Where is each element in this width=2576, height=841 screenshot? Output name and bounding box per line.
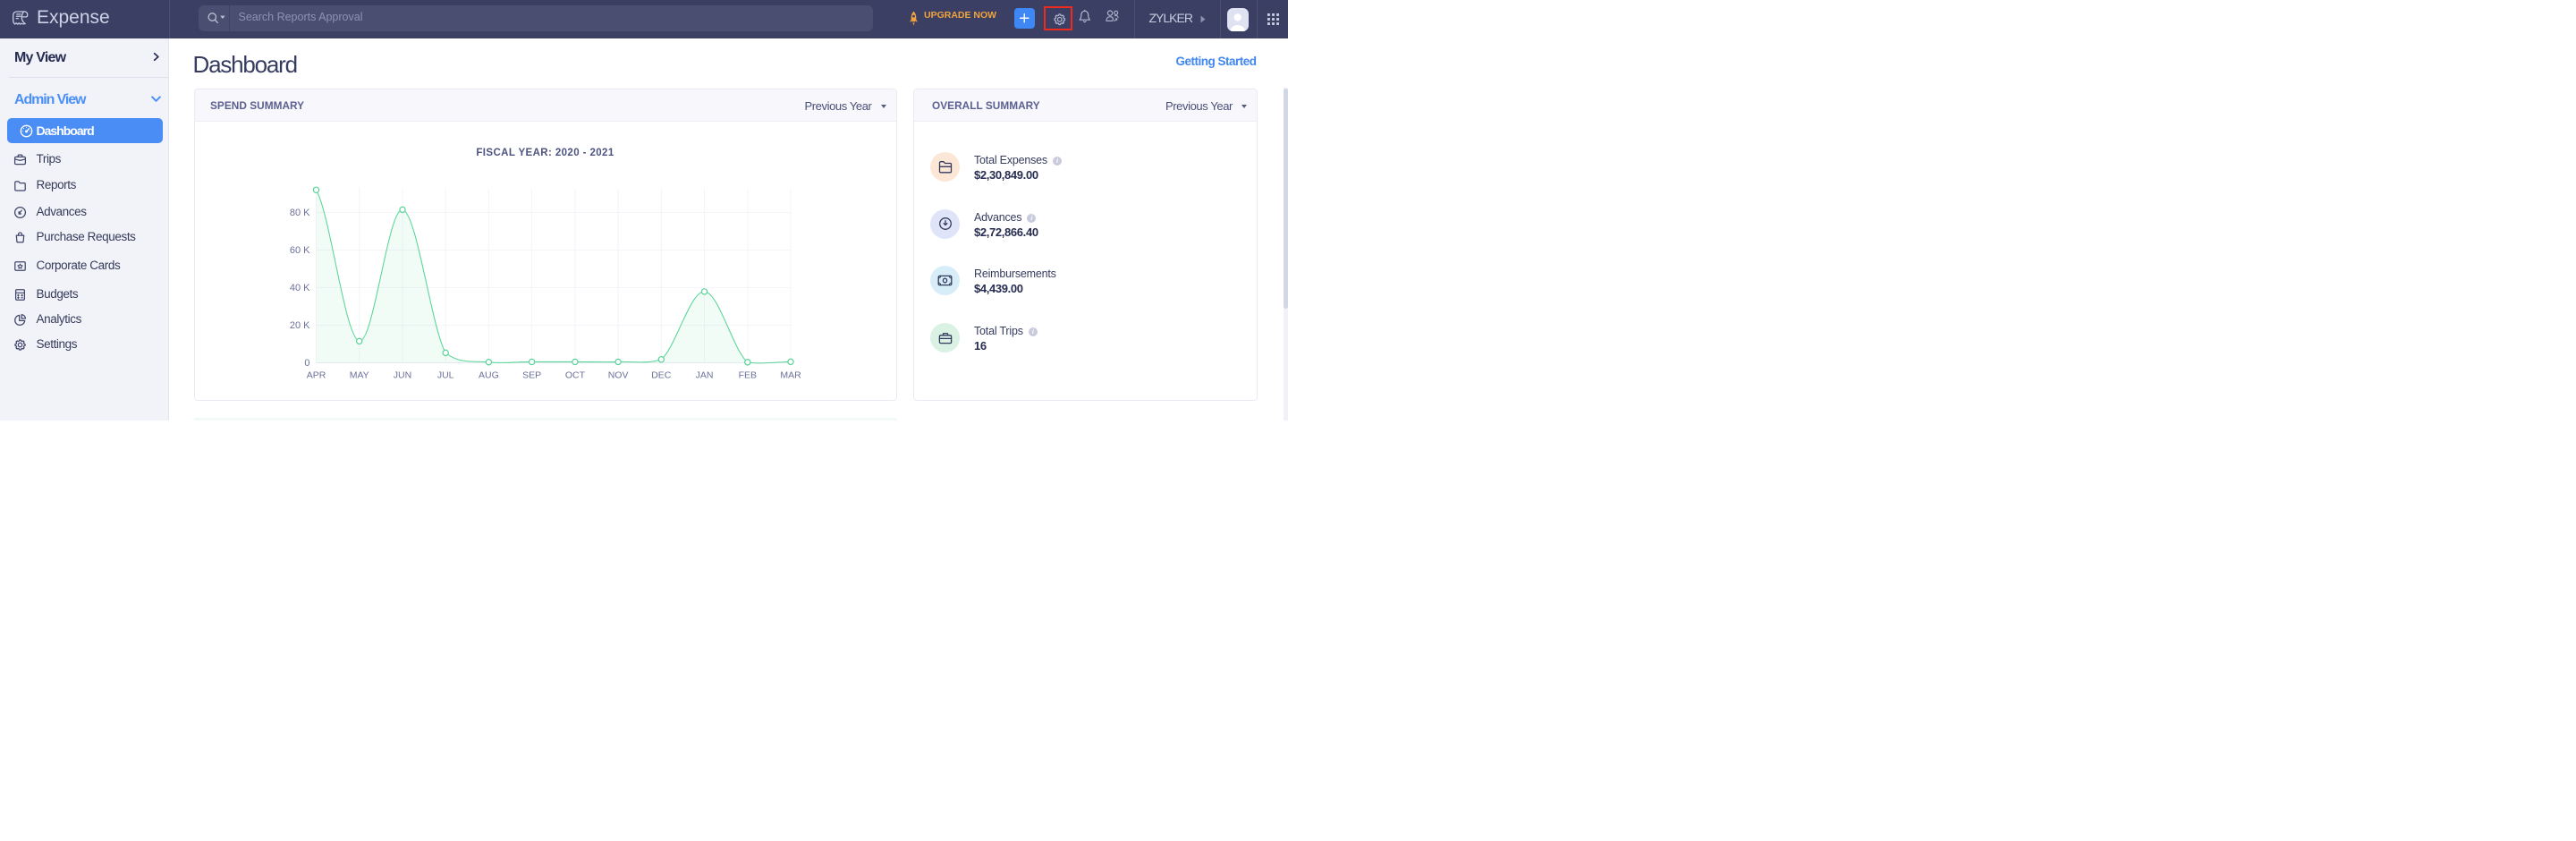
svg-text:JUN: JUN: [393, 370, 411, 381]
svg-text:JUL: JUL: [436, 370, 453, 381]
svg-text:SEP: SEP: [522, 370, 541, 381]
svg-text:40 K: 40 K: [289, 283, 309, 293]
svg-text:FISCAL YEAR: 2020 - 2021: FISCAL YEAR: 2020 - 2021: [476, 148, 614, 158]
svg-text:JAN: JAN: [695, 370, 713, 381]
svg-text:APR: APR: [306, 370, 326, 381]
svg-text:DEC: DEC: [651, 370, 672, 381]
svg-text:OCT: OCT: [564, 370, 585, 381]
svg-text:NOV: NOV: [607, 370, 628, 381]
svg-text:FEB: FEB: [738, 370, 756, 381]
svg-text:MAY: MAY: [349, 370, 369, 381]
svg-text:0: 0: [304, 358, 309, 369]
svg-text:60 K: 60 K: [289, 245, 309, 256]
svg-text:20 K: 20 K: [289, 320, 309, 331]
svg-text:80 K: 80 K: [289, 208, 309, 218]
svg-text:AUG: AUG: [479, 370, 499, 381]
svg-text:MAR: MAR: [780, 370, 801, 381]
